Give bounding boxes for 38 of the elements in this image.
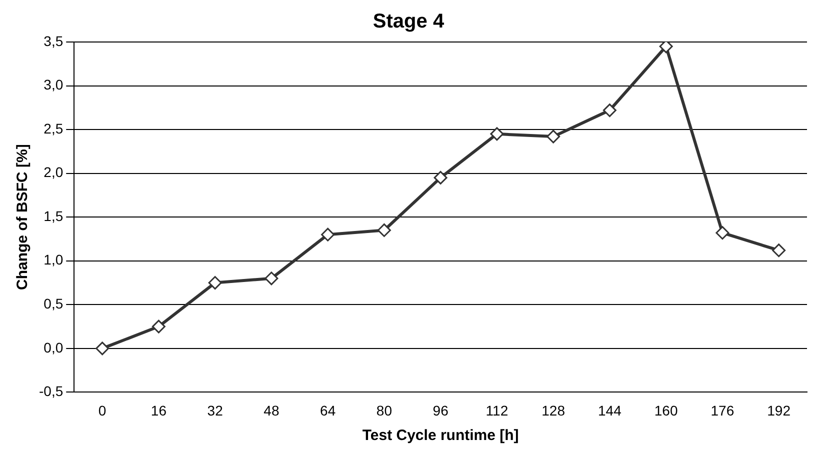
y-tick-label: 3,0	[44, 76, 64, 93]
x-tick-label: 160	[654, 402, 678, 418]
point	[602, 104, 616, 118]
x-tick-label: 176	[710, 402, 734, 418]
y-tick-label: 1,5	[44, 208, 64, 224]
x-tick-label: 80	[376, 402, 392, 418]
x-tick-label: 192	[767, 402, 791, 418]
x-tick-label: 32	[207, 402, 224, 418]
y-tick-label: -0,5	[39, 383, 64, 400]
point	[434, 170, 448, 184]
x-tick-label: 112	[486, 402, 508, 418]
x-tick-label: 64	[320, 402, 336, 418]
point	[490, 127, 504, 141]
y-tick-label: 0,0	[44, 339, 64, 356]
y-tick-label: 1,0	[44, 252, 64, 268]
point	[546, 130, 560, 144]
y-tick-label: 2,0	[44, 164, 64, 180]
point	[264, 272, 278, 286]
point	[377, 223, 391, 237]
x-tick-label: 48	[264, 402, 280, 418]
point	[96, 342, 110, 356]
point	[772, 244, 786, 258]
point	[659, 42, 673, 54]
x-tick-label: 144	[598, 402, 622, 418]
chart-title: Stage 4	[372, 10, 445, 33]
x-axis-title: Test Cycle runtime [h]	[362, 427, 519, 444]
y-tick-label: 0,5	[44, 296, 64, 312]
x-tick-label: 0	[98, 402, 106, 418]
y-tick-label: 3,5	[44, 32, 64, 49]
point	[208, 276, 222, 290]
x-tick-label: 128	[542, 402, 566, 418]
point	[716, 226, 730, 240]
point	[321, 228, 335, 242]
x-tick-label: 96	[432, 402, 449, 418]
x-tick-label: 16	[150, 402, 167, 418]
y-tick-label: 2,5	[44, 120, 64, 136]
y-axis-title: Change of BSFC [%]	[14, 144, 32, 290]
point	[152, 320, 166, 334]
